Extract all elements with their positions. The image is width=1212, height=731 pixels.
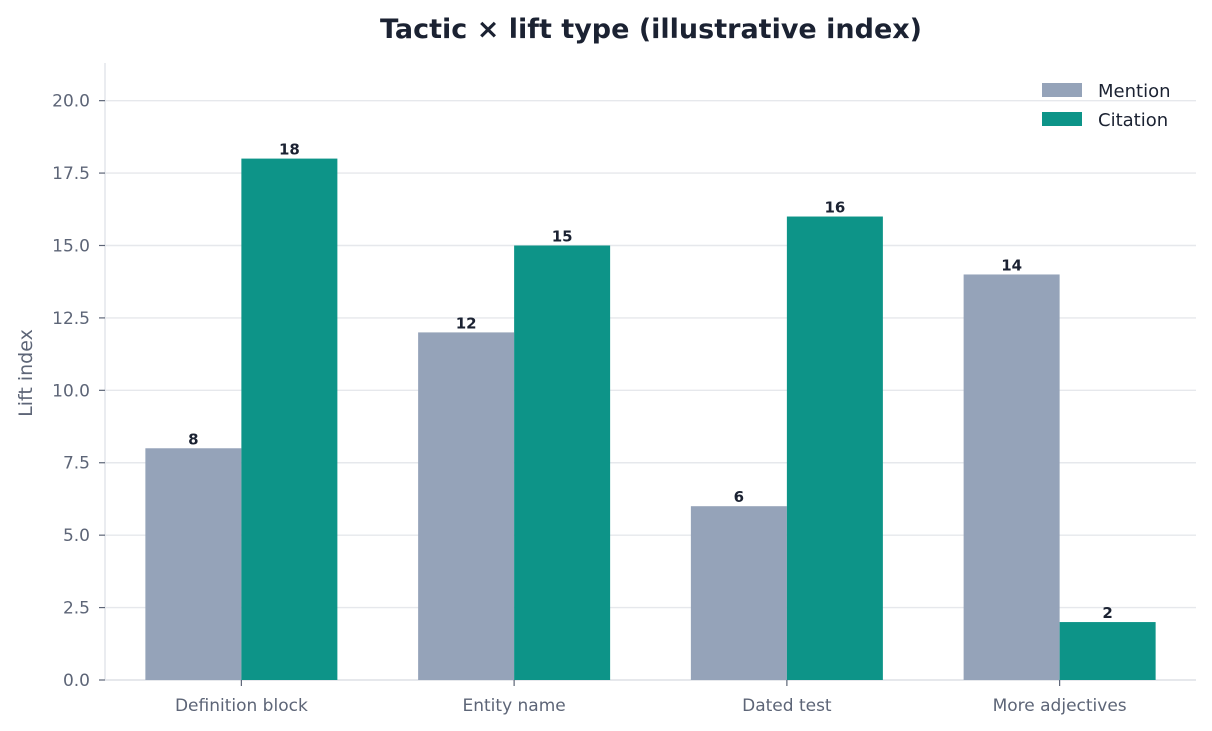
bar-citation (1059, 622, 1156, 680)
bar-value-label: 18 (279, 141, 300, 159)
y-tick-label: 10.0 (52, 381, 90, 401)
y-tick-label: 5.0 (63, 526, 90, 546)
bar-value-label: 6 (734, 488, 744, 506)
x-tick-label: Definition block (175, 696, 308, 716)
y-tick-label: 12.5 (52, 309, 90, 329)
bar-value-label: 2 (1102, 604, 1112, 622)
bar-citation (514, 245, 611, 680)
y-axis-ticks: 0.0 2.5 5.0 7.5 10.0 12.5 15.0 17.5 20.0 (52, 92, 105, 691)
bar-value-label: 8 (188, 430, 198, 448)
bar-value-label: 16 (824, 199, 845, 217)
bar-value-label: 14 (1001, 256, 1022, 274)
bar-value-label: 15 (552, 227, 573, 245)
y-axis-title: Lift index (15, 329, 37, 417)
bar-citation (241, 158, 338, 680)
y-tick-label: 2.5 (63, 599, 90, 619)
x-tick-label: Dated test (742, 696, 832, 716)
bars: 8 18 12 15 6 16 14 2 (145, 141, 1156, 680)
bar-mention (145, 448, 242, 680)
legend: Mention Citation (1042, 81, 1171, 131)
y-tick-label: 15.0 (52, 236, 90, 256)
bar-mention (963, 274, 1060, 680)
x-tick-label: Entity name (463, 696, 566, 716)
bar-mention (690, 506, 787, 680)
legend-swatch-citation (1042, 112, 1082, 126)
legend-swatch-mention (1042, 83, 1082, 97)
bar-citation (786, 216, 883, 680)
legend-label-mention: Mention (1098, 81, 1171, 102)
x-tick-label: More adjectives (993, 696, 1127, 716)
y-tick-label: 20.0 (52, 92, 90, 112)
bar-value-label: 12 (456, 314, 477, 332)
chart-title: Tactic × lift type (illustrative index) (380, 14, 922, 45)
legend-label-citation: Citation (1098, 110, 1168, 131)
y-tick-label: 0.0 (63, 671, 90, 691)
y-tick-label: 17.5 (52, 164, 90, 184)
y-tick-label: 7.5 (63, 454, 90, 474)
x-axis-ticks: Definition block Entity name Dated test Mor… (175, 680, 1127, 716)
bar-mention (418, 332, 515, 680)
